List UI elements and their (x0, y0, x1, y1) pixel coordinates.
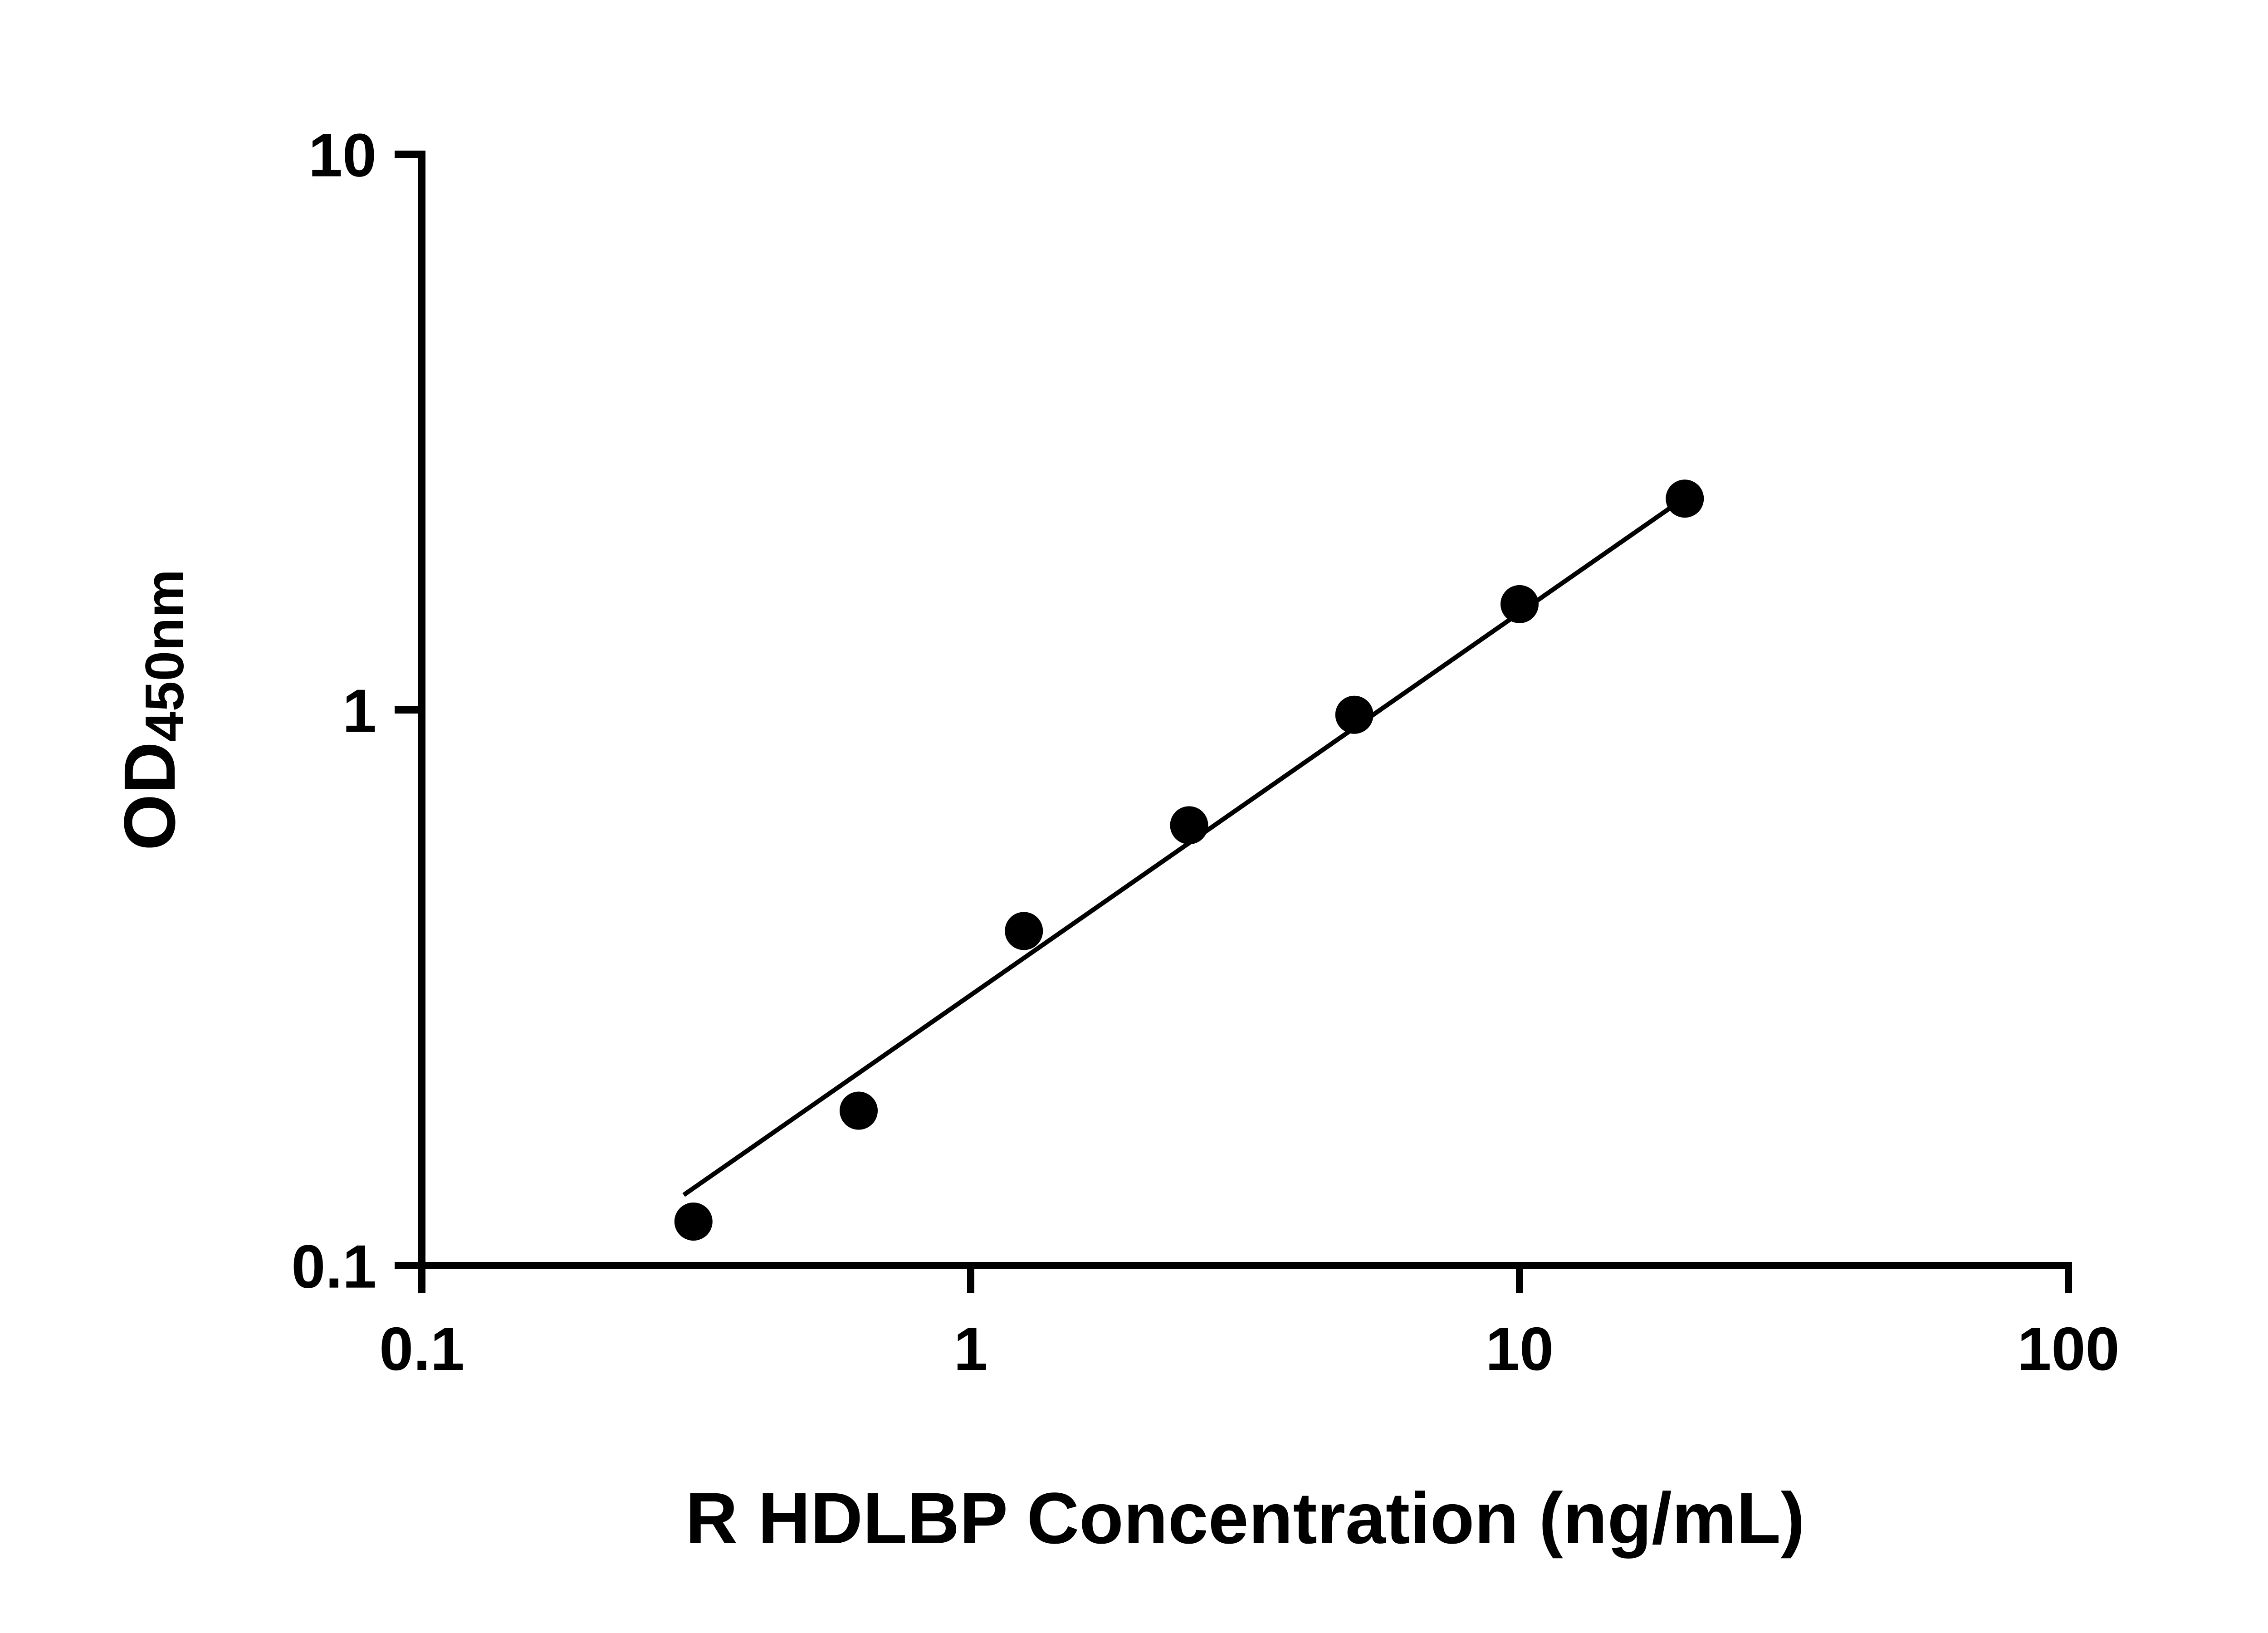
data-point (1501, 585, 1539, 623)
x-tick-label: 100 (2017, 1315, 2119, 1383)
y-tick-label: 1 (342, 677, 376, 745)
data-point (1005, 912, 1043, 950)
data-point (1666, 479, 1704, 518)
data-point (1170, 806, 1208, 845)
y-axis-title-main: OD (109, 742, 190, 851)
trend-line (682, 492, 1692, 1197)
data-point (1335, 695, 1374, 734)
y-axis-title-subscript: 450nm (134, 569, 196, 742)
axes-spine (418, 151, 2072, 1269)
y-axis-title: OD450nm (108, 569, 195, 851)
x-axis-title: R HDLBP Concentration (ng/mL) (685, 1477, 1805, 1559)
x-tick-label: 1 (953, 1315, 987, 1383)
data-point (674, 1203, 713, 1241)
data-point (840, 1091, 878, 1130)
y-tick-label: 0.1 (291, 1232, 376, 1301)
y-tick-label: 10 (308, 121, 376, 190)
x-tick-label: 0.1 (379, 1315, 464, 1383)
x-tick-label: 10 (1486, 1315, 1554, 1383)
